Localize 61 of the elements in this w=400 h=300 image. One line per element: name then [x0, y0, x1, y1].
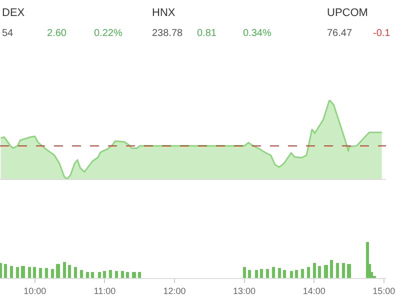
bar — [115, 271, 118, 278]
text: 76.47 — [327, 28, 352, 39]
bar — [266, 269, 269, 278]
bar — [10, 266, 13, 278]
bar — [283, 270, 286, 278]
bar — [290, 271, 293, 278]
text: UPCOM — [327, 7, 368, 19]
bar — [56, 264, 60, 278]
bar — [91, 272, 94, 278]
bar — [103, 271, 106, 278]
bar — [336, 263, 339, 278]
bar — [330, 260, 333, 278]
bar — [138, 272, 141, 278]
bar — [28, 267, 31, 278]
bar — [16, 267, 19, 278]
bar — [80, 270, 83, 278]
bar — [68, 265, 71, 278]
bar — [51, 269, 54, 278]
bar — [33, 267, 36, 278]
bar — [21, 266, 25, 278]
bar — [126, 272, 129, 278]
bar — [324, 265, 328, 278]
bar — [132, 272, 136, 278]
x-tick-label: 13:00 — [233, 286, 256, 296]
bar — [318, 266, 321, 278]
bar — [243, 267, 246, 278]
x-tick-label: 11:00 — [94, 286, 116, 296]
x-tick-label: 15:00 — [372, 286, 396, 296]
bar — [109, 270, 112, 278]
bar — [313, 263, 316, 278]
bar — [248, 270, 251, 278]
bar — [347, 264, 351, 278]
bar — [278, 268, 281, 278]
bar — [98, 272, 101, 278]
x-tick-label: 12:00 — [163, 286, 186, 296]
text: 0.34% — [243, 28, 272, 39]
text: 0.81 — [197, 28, 217, 39]
bar — [260, 269, 263, 278]
bar — [63, 262, 66, 278]
text: -0.1 — [373, 28, 391, 39]
text: 0.22% — [94, 28, 122, 39]
text: DEX — [2, 7, 26, 19]
x-tick-label: 10:00 — [24, 286, 46, 296]
bar — [39, 268, 42, 278]
text: 238.78 — [152, 28, 184, 39]
bar — [45, 268, 48, 278]
bar — [301, 269, 304, 278]
bar — [0, 263, 2, 278]
bar — [74, 267, 77, 278]
bar — [342, 263, 345, 278]
bar — [4, 264, 7, 278]
bar — [86, 272, 89, 278]
bar — [255, 270, 258, 278]
bar — [121, 271, 124, 278]
bar — [295, 270, 298, 278]
x-tick-label: 14:00 — [302, 286, 326, 296]
bar — [272, 267, 275, 278]
bar — [307, 267, 310, 278]
text: HNX — [152, 7, 176, 19]
text: 2.60 — [47, 28, 67, 39]
text: 54 — [2, 28, 14, 39]
